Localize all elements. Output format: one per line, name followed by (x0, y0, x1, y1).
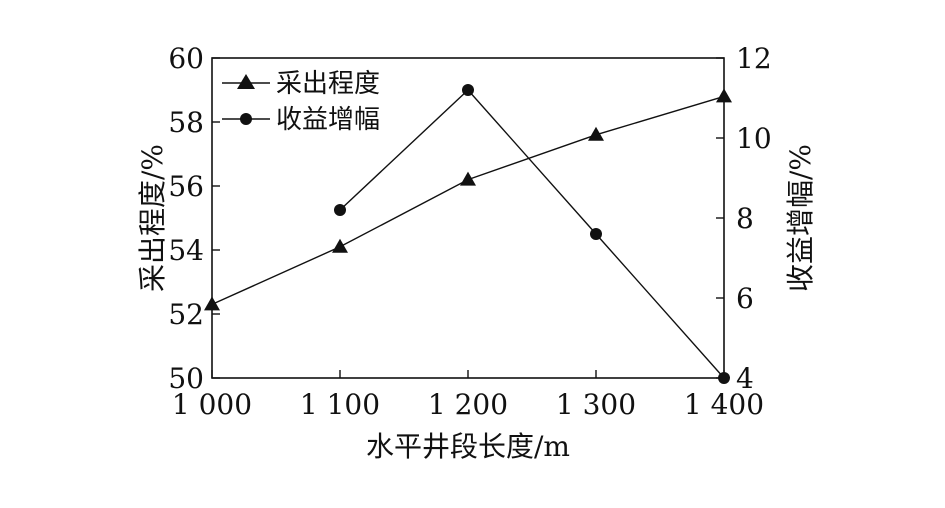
data-point-circle (462, 84, 474, 96)
data-point-triangle (204, 296, 220, 311)
y-axis-label-right: 收益增幅/% (784, 144, 817, 292)
x-tick-label: 1 400 (684, 388, 764, 421)
y-left-tick-label: 60 (168, 42, 204, 75)
data-point-triangle (332, 238, 348, 253)
y-right-tick-label: 12 (736, 42, 772, 75)
legend-circle-marker (240, 113, 252, 125)
y-right-tick-label: 8 (736, 202, 754, 235)
x-tick-label: 1 300 (556, 388, 636, 421)
data-point-triangle (460, 171, 476, 186)
y-left-tick-label: 50 (168, 362, 204, 395)
legend: 采出程度 收益增幅 (222, 69, 380, 135)
y-left-tick-label: 58 (168, 106, 204, 139)
y-left-tick-label: 54 (168, 234, 204, 267)
x-tick-label: 1 000 (172, 388, 252, 421)
legend-triangle-marker (237, 74, 255, 89)
y-left-tick-label: 56 (168, 170, 204, 203)
x-tick-label: 1 200 (428, 388, 508, 421)
x-axis-label: 水平井段长度/m (366, 430, 570, 463)
data-point-circle (718, 372, 730, 384)
y-left-tick-label: 52 (168, 298, 204, 331)
data-point-triangle (716, 88, 732, 103)
legend-label-recovery: 采出程度 (276, 69, 380, 99)
series-group (204, 84, 732, 384)
series-line-1 (339, 88, 725, 379)
data-point-triangle (588, 126, 604, 141)
legend-label-gain: 收益增幅 (276, 105, 380, 135)
y-right-tick-label: 10 (736, 122, 772, 155)
x-tick-label: 1 100 (300, 388, 380, 421)
y-axis-label-left: 采出程度/% (136, 144, 169, 292)
y-right-tick-label: 6 (736, 282, 754, 315)
data-point-circle (334, 204, 346, 216)
data-point-circle (590, 228, 602, 240)
y-right-tick-label: 4 (736, 362, 754, 395)
axis-ticks: 1 000 1 100 1 200 1 300 1 400 50 52 54 56 58 60 4 6 8… (168, 42, 771, 421)
